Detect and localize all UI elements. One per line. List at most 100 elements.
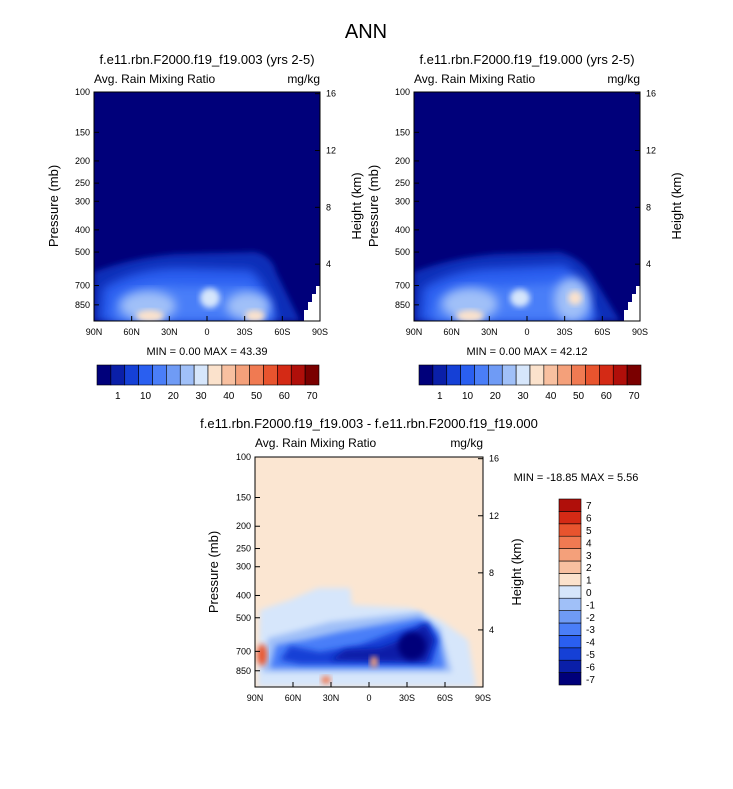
colorbar-label: 50: [251, 391, 263, 402]
colorbar-label: -5: [586, 650, 595, 661]
colorbar-label: 1: [586, 576, 592, 587]
y-tick-label: 500: [236, 613, 251, 623]
contour-level-9: [321, 676, 331, 684]
colorbar-label: -6: [586, 662, 595, 673]
plot-area: [94, 92, 320, 321]
colorbar-swatch: [290, 364, 306, 386]
colorbar-label: 3: [586, 551, 592, 562]
colorbar-swatch: [543, 364, 559, 386]
y-axis-right-label: Height (km): [509, 538, 524, 605]
y-right-tick-label: 16: [646, 89, 656, 99]
colorbar-swatch: [558, 585, 582, 599]
topography-mask: [624, 286, 640, 321]
y-right-tick-label: 4: [326, 259, 331, 269]
y-tick-label: 150: [75, 127, 90, 137]
colorbar-swatch: [96, 364, 112, 386]
colorbar-swatch: [221, 364, 237, 386]
colorbar-swatch: [124, 364, 139, 386]
x-tick-label: 90N: [247, 693, 264, 703]
panel-title: f.e11.rbn.F2000.f19_f19.003 (yrs 2-5): [99, 52, 314, 67]
colorbar-swatch: [558, 573, 582, 587]
colorbar-label: -4: [586, 638, 595, 649]
variable-label: Avg. Rain Mixing Ratio: [255, 436, 376, 450]
axes: 90N 60N 30N 0 30S 60S 90S 100 150 200 250 300 400 500…: [236, 452, 499, 703]
colorbar-label: 30: [196, 391, 208, 402]
colorbar-swatch: [558, 610, 582, 624]
colorbar-swatch: [558, 597, 582, 611]
colorbar-swatch: [558, 548, 582, 562]
colorbar-swatch: [558, 622, 582, 636]
colorbar-label: 1: [115, 391, 121, 402]
colorbar-label: 6: [586, 514, 592, 525]
colorbar-swatch: [558, 635, 582, 649]
colorbar-label: 1: [437, 391, 443, 402]
colorbar-swatch: [488, 364, 503, 386]
colorbar-swatch: [249, 364, 264, 386]
stats-label: MIN = -18.85 MAX = 5.56: [514, 472, 639, 484]
x-tick-label: 90S: [632, 327, 648, 337]
y-right-tick-label: 8: [646, 202, 651, 212]
colorbar-label: 60: [279, 391, 291, 402]
colorbar-swatch: [612, 364, 628, 386]
x-tick-label: 30N: [323, 693, 340, 703]
contour-level-4: [442, 288, 498, 320]
y-tick-label: 100: [75, 87, 90, 97]
y-tick-label: 100: [236, 452, 251, 462]
y-right-tick-label: 8: [326, 202, 331, 212]
colorbar-swatch: [558, 498, 582, 512]
x-tick-label: 30N: [161, 327, 178, 337]
y-right-tick-label: 12: [489, 511, 499, 521]
colorbar-swatch: [558, 535, 582, 549]
colorbar-swatch: [418, 364, 434, 386]
colorbar-swatch: [207, 364, 223, 386]
colorbar-label: 60: [601, 391, 613, 402]
y-tick-label: 150: [395, 127, 410, 137]
colorbar-swatch: [558, 647, 582, 661]
colorbar-swatch: [110, 364, 126, 386]
topography-mask: [304, 286, 320, 321]
x-tick-label: 30S: [237, 327, 253, 337]
colorbar-swatch: [432, 364, 448, 386]
colorbar: 1 10 20 30 40 50 60 70: [418, 364, 642, 402]
x-tick-label: 90N: [86, 327, 103, 337]
plot-area: [255, 457, 483, 687]
y-tick-label: 400: [395, 225, 410, 235]
colorbar-swatch: [585, 364, 600, 386]
x-tick-label: 30S: [557, 327, 573, 337]
variable-label: Avg. Rain Mixing Ratio: [414, 72, 535, 86]
y-tick-label: 500: [75, 247, 90, 257]
page-title: ANN: [345, 21, 387, 43]
y-axis-label: Pressure (mb): [46, 165, 61, 247]
y-right-tick-label: 4: [646, 259, 651, 269]
y-tick-label: 100: [395, 87, 410, 97]
colorbar-label: 10: [140, 391, 152, 402]
colorbar-label: 20: [168, 391, 180, 402]
panel-case1: f.e11.rbn.F2000.f19_f19.003 (yrs 2-5) Av…: [46, 52, 364, 402]
x-tick-label: 0: [524, 327, 529, 337]
colorbar-swatch: [304, 364, 320, 386]
y-tick-label: 200: [75, 156, 90, 166]
y-tick-label: 400: [236, 590, 251, 600]
y-axis-label: Pressure (mb): [206, 531, 221, 613]
contour-level-6: [510, 289, 530, 307]
x-tick-label: 60N: [443, 327, 460, 337]
y-tick-label: 200: [236, 521, 251, 531]
y-axis-right-label: Height (km): [669, 172, 684, 239]
y-axis-label: Pressure (mb): [366, 165, 381, 247]
y-right-tick-label: 16: [489, 454, 499, 464]
colorbar-swatch: [558, 560, 582, 574]
colorbar-swatch: [474, 364, 489, 386]
colorbar-label: 7: [586, 501, 592, 512]
axes: 90N 60N 30N 0 30S 60S 90S 100 150 200 250 300 400 500…: [395, 87, 656, 337]
colorbar-label: 0: [586, 588, 592, 599]
panel-title: f.e11.rbn.F2000.f19_f19.000 (yrs 2-5): [419, 52, 634, 67]
contour-level-6: [200, 288, 220, 308]
y-tick-label: 250: [236, 544, 251, 554]
colorbar: 7 654 32 10-1 -2-3 -4-5-6 -7: [558, 498, 595, 686]
x-tick-label: 60S: [594, 327, 610, 337]
colorbar-swatch: [179, 364, 195, 386]
colorbar-swatch: [446, 364, 461, 386]
units-label: mg/kg: [287, 72, 320, 86]
x-tick-label: 60S: [437, 693, 453, 703]
